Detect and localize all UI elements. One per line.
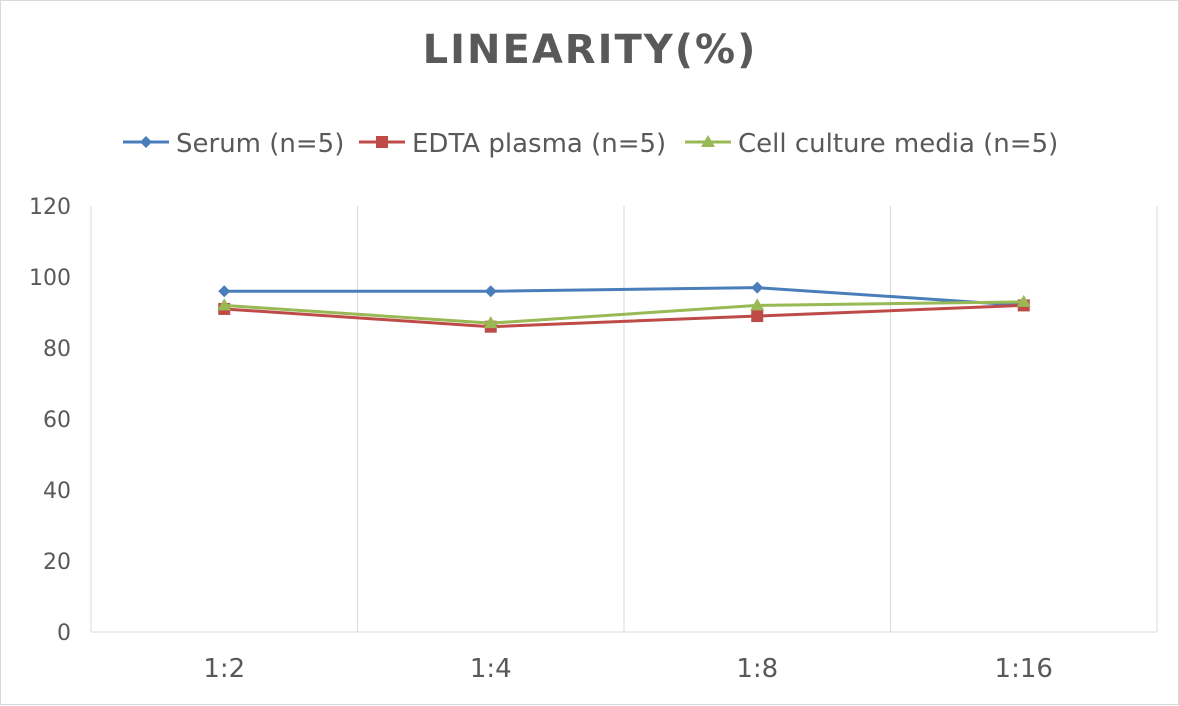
data-point — [751, 281, 764, 294]
legend-label: Serum (n=5) — [176, 129, 344, 159]
x-tick-label: 1:8 — [736, 654, 778, 684]
series-line — [224, 300, 1024, 325]
data-point — [750, 298, 765, 311]
y-tick-label: 60 — [43, 408, 71, 433]
x-tick-label: 1:16 — [995, 654, 1053, 684]
series-line — [224, 303, 1024, 329]
data-point — [218, 285, 231, 298]
data-point — [1016, 294, 1031, 307]
series-line — [224, 286, 1024, 307]
data-point — [483, 316, 498, 329]
data-point — [217, 298, 232, 311]
chart-title: LINEARITY(%) — [423, 27, 758, 73]
x-tick-label: 1:4 — [470, 654, 512, 684]
data-point — [701, 135, 715, 147]
y-tick-label: 120 — [29, 195, 71, 220]
x-tick-label: 1:2 — [203, 654, 245, 684]
y-tick-label: 80 — [43, 337, 71, 362]
data-point — [484, 285, 497, 298]
y-tick-label: 20 — [43, 550, 71, 575]
data-point — [376, 136, 388, 148]
y-tick-label: 40 — [43, 479, 71, 504]
y-tick-label: 0 — [57, 621, 71, 646]
data-point — [140, 136, 152, 148]
legend-label: Cell culture media (n=5) — [738, 129, 1058, 159]
legend-label: EDTA plasma (n=5) — [412, 129, 666, 159]
y-tick-label: 100 — [29, 266, 71, 291]
data-point — [751, 310, 764, 323]
